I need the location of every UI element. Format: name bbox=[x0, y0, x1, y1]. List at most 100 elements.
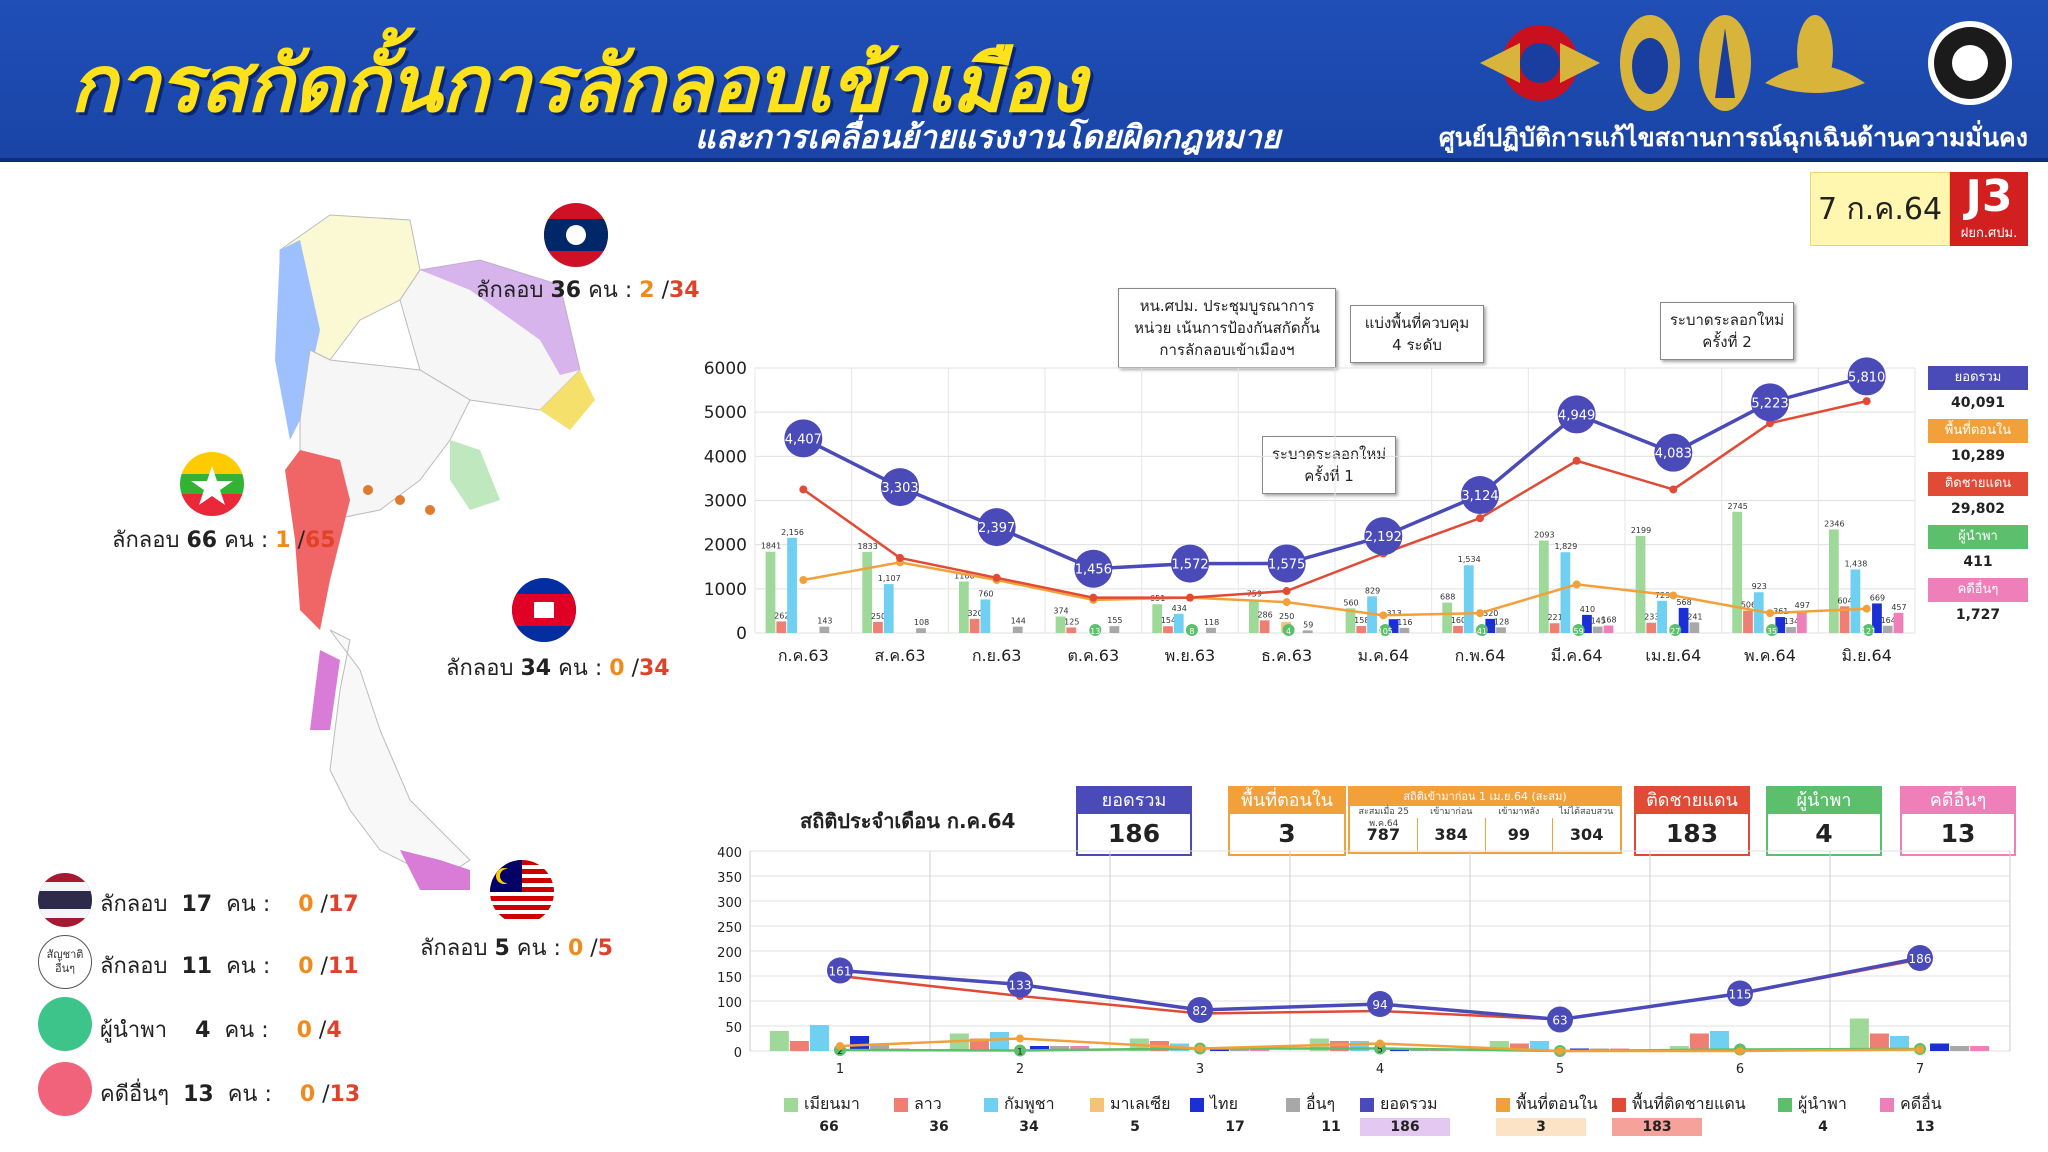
bar bbox=[1489, 1041, 1509, 1051]
summary-total: ยอดรวม 186 bbox=[1076, 786, 1192, 856]
leader-dot bbox=[1185, 624, 1198, 636]
series-point bbox=[1766, 609, 1774, 618]
bar-label: 320 bbox=[967, 609, 982, 618]
bar-label: 1,829 bbox=[1554, 542, 1577, 551]
legend-item: ผู้นำพา 4 bbox=[1778, 1092, 1847, 1135]
bar bbox=[787, 537, 797, 633]
legend-swatch bbox=[1360, 1097, 1374, 1112]
bar-label: 262 bbox=[774, 611, 789, 620]
x-tick-label: 6 bbox=[1736, 1062, 1744, 1077]
legend-item-count: 186 bbox=[1360, 1118, 1450, 1136]
laos-flag-icon bbox=[544, 203, 608, 267]
series-point bbox=[1736, 1047, 1744, 1055]
bar bbox=[1678, 607, 1689, 633]
map-marker bbox=[363, 485, 373, 495]
leader-dot-label: 8 bbox=[1189, 627, 1194, 636]
leader-dot-label: 105 bbox=[1378, 627, 1393, 636]
leader-dot bbox=[1379, 624, 1392, 636]
leader-dot-label: 121 bbox=[1861, 627, 1876, 636]
map-south-pink bbox=[310, 650, 340, 730]
leader-stat: ผู้นำพา 4 คน : 0 /4 bbox=[100, 1018, 342, 1043]
map-deep-south bbox=[400, 850, 470, 890]
series-point bbox=[1476, 609, 1484, 618]
thailand-flag-icon bbox=[38, 873, 92, 927]
x-tick-label: มิ.ย.64 bbox=[1841, 646, 1891, 665]
series-point bbox=[1572, 580, 1581, 589]
y-tick-label: 200 bbox=[717, 946, 742, 961]
bar bbox=[1893, 612, 1904, 633]
total-bubble-label: 115 bbox=[1729, 988, 1752, 1002]
legend-item: เมียนมา 66 bbox=[784, 1092, 860, 1135]
legend-item: ยอดรวม 186 bbox=[1360, 1092, 1450, 1136]
bar bbox=[1582, 614, 1592, 633]
map-ne-yellow bbox=[540, 370, 595, 430]
legend-item: มาเลเซีย 5 bbox=[1090, 1092, 1171, 1135]
annotation-wave2: ระบาดระลอกใหม่ ครั้งที่ 2 bbox=[1660, 302, 1794, 360]
map-marker bbox=[425, 505, 435, 515]
legend-item-count: 13 bbox=[1915, 1119, 1935, 1135]
bar-label: 760 bbox=[978, 589, 993, 598]
bar-label: 286 bbox=[1257, 610, 1272, 619]
bar bbox=[1206, 627, 1216, 633]
bar bbox=[1030, 1046, 1050, 1051]
navy-emblem-icon bbox=[1699, 15, 1751, 111]
unit-badge-sub: ฝยก.ศปม. bbox=[1960, 226, 2018, 241]
bar-label: 497 bbox=[1795, 601, 1810, 610]
bar bbox=[1560, 552, 1571, 633]
summary-border: ติดชายแดน 183 bbox=[1634, 786, 1750, 856]
bar bbox=[1509, 1043, 1529, 1051]
total-bubble bbox=[827, 957, 853, 984]
legend-item: พื้นที่ตอนใน 10,289 bbox=[1928, 419, 2028, 469]
bar bbox=[1109, 626, 1120, 633]
series-dot-label: 2 bbox=[837, 1047, 843, 1057]
legend-item-label: ผู้นำพา bbox=[1928, 525, 2028, 549]
bar-label: 506 bbox=[1741, 601, 1756, 610]
x-tick-label: เม.ย.64 bbox=[1645, 646, 1701, 665]
total-bubble-label: 4,949 bbox=[1558, 408, 1595, 423]
legend-swatch bbox=[1880, 1097, 1894, 1112]
x-tick-label: 1 bbox=[836, 1062, 844, 1077]
y-tick-label: 400 bbox=[717, 846, 742, 861]
annotation-meeting: หน.ศปม. ประชุมบูรณาการหน่วย เน้นการป้องก… bbox=[1118, 288, 1336, 368]
bar bbox=[1538, 540, 1549, 633]
bar bbox=[969, 618, 980, 633]
bar bbox=[862, 552, 873, 633]
total-bubble bbox=[881, 468, 919, 507]
bar bbox=[1349, 1041, 1369, 1051]
bar-label: 168 bbox=[1601, 616, 1616, 625]
bar-label: 604 bbox=[1837, 596, 1852, 605]
bar bbox=[1549, 623, 1560, 633]
thailand-map bbox=[275, 214, 595, 890]
map-marker bbox=[395, 495, 405, 505]
cambodia-label: ลักลอบ 34 คน : 0 /34 bbox=[446, 656, 670, 681]
legend-swatch bbox=[1286, 1097, 1300, 1112]
bar bbox=[1259, 620, 1270, 633]
series-point bbox=[1282, 598, 1291, 607]
bar bbox=[1592, 626, 1603, 633]
legend-item-count: 66 bbox=[819, 1119, 839, 1135]
bar bbox=[1302, 630, 1313, 633]
legend-item: อื่นๆ 11 bbox=[1286, 1092, 1341, 1135]
total-bubble bbox=[1461, 476, 1499, 515]
x-tick-label: มี.ค.64 bbox=[1551, 646, 1603, 665]
series-line bbox=[802, 399, 1867, 599]
monthly-trend-chart: 0 1000 2000 3000 4000 5000 6000 1841 1833 1166 374… bbox=[704, 357, 1916, 665]
legend-swatch bbox=[1778, 1097, 1792, 1112]
bar-label: 1833 bbox=[858, 542, 878, 551]
bar-label: 108 bbox=[914, 618, 929, 627]
series-point bbox=[1916, 1045, 1924, 1054]
total-bubble bbox=[1171, 544, 1209, 583]
map-west-red bbox=[285, 450, 350, 630]
total-bubble-label: 186 bbox=[1909, 952, 1932, 966]
series-point bbox=[1016, 1034, 1024, 1043]
annotation-wave1: ระบาดระลอกใหม่ ครั้งที่ 1 bbox=[1262, 436, 1396, 494]
bar bbox=[1603, 625, 1614, 633]
legend-item-value: 29,802 bbox=[1928, 496, 2028, 522]
y-tick-label: 6000 bbox=[704, 359, 747, 379]
bar-label: 320 bbox=[1483, 609, 1498, 618]
bar-label: 125 bbox=[1064, 617, 1079, 626]
bar-label: 59 bbox=[1303, 620, 1313, 629]
total-bubble-label: 4,407 bbox=[785, 432, 822, 447]
total-bubble bbox=[784, 419, 823, 458]
bar-label: 2346 bbox=[1824, 519, 1844, 528]
